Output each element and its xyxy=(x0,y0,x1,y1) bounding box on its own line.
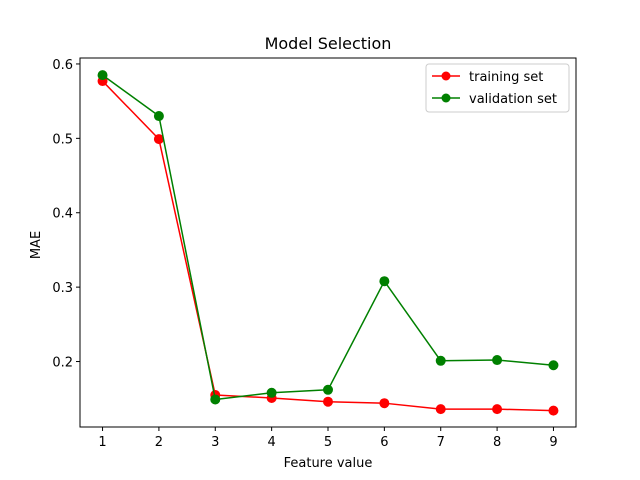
series-1-point-6 xyxy=(435,355,446,366)
legend-marker-1 xyxy=(441,93,451,103)
x-tick-label-6: 7 xyxy=(437,435,445,450)
series-0-point-8 xyxy=(548,405,559,416)
legend-marker-0 xyxy=(441,71,451,81)
chart-title: Model Selection xyxy=(265,34,392,53)
series-0-point-6 xyxy=(435,404,446,415)
x-tick-label-5: 6 xyxy=(380,435,388,450)
y-tick-label-0: 0.2 xyxy=(52,356,73,371)
series-0-point-1 xyxy=(153,134,164,145)
series-1-point-0 xyxy=(97,70,108,81)
series-1-point-2 xyxy=(210,394,221,405)
legend-label-0: training set xyxy=(469,70,543,85)
plot-area: 1 2 3 4 5 6 7 8 9 0.2 0.3 0.4 0.5 0.6 xyxy=(52,57,577,450)
legend: training set validation set xyxy=(425,63,570,113)
series-0-point-7 xyxy=(492,404,503,415)
series-1-point-3 xyxy=(266,387,277,398)
series-1-point-8 xyxy=(548,360,559,371)
series-0-point-5 xyxy=(379,398,390,409)
series-1-point-1 xyxy=(153,111,164,122)
y-tick-label-3: 0.5 xyxy=(52,132,73,147)
y-tick-label-2: 0.4 xyxy=(52,207,73,222)
y-axis-label: MAE xyxy=(29,231,44,259)
x-tick-label-7: 8 xyxy=(493,435,501,450)
legend-label-1: validation set xyxy=(469,92,557,107)
y-tick-label-4: 0.6 xyxy=(52,58,73,73)
x-tick-label-4: 5 xyxy=(324,435,332,450)
series-0-point-4 xyxy=(323,396,333,407)
x-tick-label-8: 9 xyxy=(549,435,557,450)
y-tick-label-1: 0.3 xyxy=(52,281,73,296)
x-tick-label-3: 4 xyxy=(267,435,275,450)
legend-box xyxy=(425,63,570,113)
x-tick-label-2: 3 xyxy=(211,435,219,450)
series-1-point-5 xyxy=(379,276,390,287)
x-tick-label-1: 2 xyxy=(155,435,163,450)
series-1-point-4 xyxy=(323,384,333,395)
x-tick-label-0: 1 xyxy=(98,435,106,450)
x-axis-label: Feature value xyxy=(284,456,373,471)
series-1-point-7 xyxy=(492,355,503,366)
